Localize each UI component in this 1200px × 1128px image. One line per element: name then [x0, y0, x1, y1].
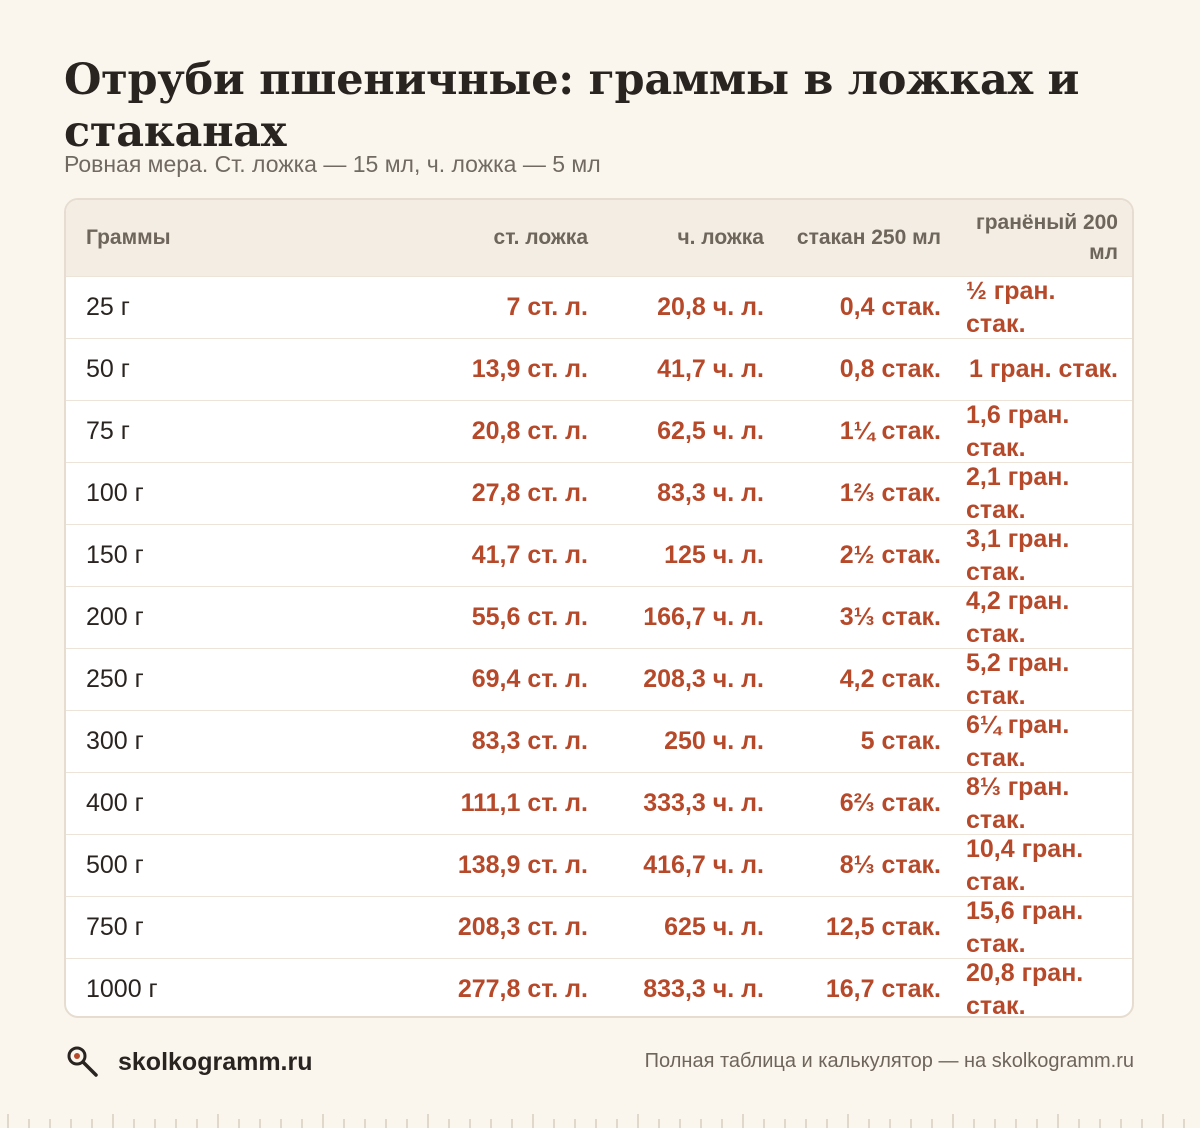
- table-row: 500 г 138,9 ст. л. 416,7 ч. л. 8⅓ стак. 10,4…: [66, 834, 1132, 896]
- cell-faceted-200: 15,6 гран. стак.: [966, 896, 1084, 958]
- cell-grams: 500 г: [86, 851, 144, 879]
- cell-tablespoon: 27,8 ст. л.: [471, 479, 588, 507]
- cell-glass-250: 12,5 стак.: [825, 913, 941, 941]
- cell-teaspoon: 250 ч. л.: [664, 727, 764, 755]
- cell-glass-250: 0,4 стак.: [839, 293, 941, 321]
- cell-tablespoon: 83,3 ст. л.: [471, 727, 588, 755]
- table-row: 50 г 13,9 ст. л. 41,7 ч. л. 0,8 стак. 1 гран…: [66, 338, 1132, 400]
- cell-tablespoon: 208,3 ст. л.: [457, 913, 588, 941]
- cell-glass-250: 16,7 стак.: [825, 975, 941, 1003]
- cell-grams: 750 г: [86, 913, 144, 941]
- header-cell-tablespoon: ст. ложка: [493, 226, 588, 249]
- table-row: 25 г 7 ст. л. 20,8 ч. л. 0,4 стак. ½ гран. с…: [66, 276, 1132, 338]
- cell-teaspoon: 41,7 ч. л.: [657, 355, 764, 383]
- cell-glass-250: 2½ стак.: [839, 541, 941, 569]
- cell-faceted-200: 8⅓ гран. стак.: [966, 772, 1070, 834]
- cell-teaspoon: 625 ч. л.: [664, 913, 764, 941]
- cell-grams: 250 г: [86, 665, 144, 693]
- table-header: Граммы ст. ложка ч. ложка стакан 250 мл …: [66, 200, 1132, 276]
- cell-tablespoon: 55,6 ст. л.: [471, 603, 588, 631]
- table-row: 1000 г 277,8 ст. л. 833,3 ч. л. 16,7 стак. 2…: [66, 958, 1132, 1018]
- cell-teaspoon: 20,8 ч. л.: [657, 293, 764, 321]
- cell-grams: 1000 г: [86, 975, 158, 1003]
- page-title: Отруби пшеничные: граммы в ложках и стак…: [64, 55, 1080, 157]
- cell-faceted-200: 1,6 гран. стак.: [966, 400, 1070, 462]
- site-logo[interactable]: skolkogramm.ru: [64, 1044, 313, 1080]
- cell-grams: 100 г: [86, 479, 144, 507]
- table-row: 300 г 83,3 ст. л. 250 ч. л. 5 стак. 6¼ гран.…: [66, 710, 1132, 772]
- conversion-table: Граммы ст. ложка ч. ложка стакан 250 мл …: [64, 198, 1134, 1018]
- cell-tablespoon: 69,4 ст. л.: [471, 665, 588, 693]
- table-row: 400 г 111,1 ст. л. 333,3 ч. л. 6⅔ стак. 8⅓ г…: [66, 772, 1132, 834]
- cell-faceted-200: 3,1 гран. стак.: [966, 524, 1070, 586]
- cell-grams: 400 г: [86, 789, 144, 817]
- cell-tablespoon: 138,9 ст. л.: [457, 851, 588, 879]
- cell-glass-250: 0,8 стак.: [839, 355, 941, 383]
- cell-glass-250: 6⅔ стак.: [839, 789, 941, 817]
- cell-faceted-200: 4,2 гран. стак.: [966, 586, 1070, 648]
- cell-faceted-200: 1 гран. стак.: [969, 355, 1118, 383]
- table-row: 250 г 69,4 ст. л. 208,3 ч. л. 4,2 стак. 5,2 …: [66, 648, 1132, 710]
- cell-glass-250: 4,2 стак.: [839, 665, 941, 693]
- cell-glass-250: 5 стак.: [860, 727, 941, 755]
- header-cell-teaspoon: ч. ложка: [677, 226, 764, 249]
- cell-teaspoon: 83,3 ч. л.: [657, 479, 764, 507]
- cell-teaspoon: 125 ч. л.: [664, 541, 764, 569]
- cell-teaspoon: 166,7 ч. л.: [643, 603, 764, 631]
- cell-glass-250: 1⅔ стак.: [839, 479, 941, 507]
- table-row: 75 г 20,8 ст. л. 62,5 ч. л. 1¼ стак. 1,6 гра…: [66, 400, 1132, 462]
- cell-teaspoon: 833,3 ч. л.: [643, 975, 764, 1003]
- cell-tablespoon: 111,1 ст. л.: [460, 789, 588, 817]
- cell-grams: 300 г: [86, 727, 144, 755]
- cell-grams: 75 г: [86, 417, 130, 445]
- cell-teaspoon: 416,7 ч. л.: [643, 851, 764, 879]
- page-subtitle: Ровная мера. Ст. ложка — 15 мл, ч. ложка…: [64, 151, 601, 177]
- cell-grams: 25 г: [86, 293, 130, 321]
- header-cell-faceted-200: гранёный 200 мл: [975, 211, 1118, 264]
- cell-teaspoon: 208,3 ч. л.: [643, 665, 764, 693]
- cell-faceted-200: 6¼ гран. стак.: [966, 710, 1070, 772]
- cell-glass-250: 8⅓ стак.: [839, 851, 941, 879]
- cell-grams: 150 г: [86, 541, 144, 569]
- cell-tablespoon: 20,8 ст. л.: [471, 417, 588, 445]
- ruler-decoration: [7, 1114, 1185, 1128]
- table-row: 750 г 208,3 ст. л. 625 ч. л. 12,5 стак. 15,6…: [66, 896, 1132, 958]
- header-cell-glass-250: стакан 250 мл: [796, 226, 941, 249]
- cell-tablespoon: 277,8 ст. л.: [457, 975, 588, 1003]
- cell-faceted-200: 2,1 гран. стак.: [966, 462, 1070, 524]
- magnifier-spoon-icon: [67, 1046, 98, 1077]
- cell-faceted-200: 10,4 гран. стак.: [966, 834, 1084, 896]
- header-cell-grams: Граммы: [86, 226, 171, 249]
- cell-tablespoon: 13,9 ст. л.: [471, 355, 588, 383]
- cell-tablespoon: 41,7 ст. л.: [471, 541, 588, 569]
- cell-tablespoon: 7 ст. л.: [506, 293, 588, 321]
- cell-teaspoon: 62,5 ч. л.: [657, 417, 764, 445]
- cell-grams: 200 г: [86, 603, 144, 631]
- cell-grams: 50 г: [86, 355, 130, 383]
- logo-text: skolkogramm.ru: [118, 1047, 313, 1076]
- table-row: 200 г 55,6 ст. л. 166,7 ч. л. 3⅓ стак. 4,2 г…: [66, 586, 1132, 648]
- cell-teaspoon: 333,3 ч. л.: [643, 789, 764, 817]
- cell-faceted-200: ½ гран. стак.: [966, 276, 1056, 338]
- cell-faceted-200: 20,8 гран. стак.: [966, 958, 1084, 1018]
- footer-note: Полная таблица и калькулятор — на skolko…: [644, 1050, 1134, 1072]
- table-row: 150 г 41,7 ст. л. 125 ч. л. 2½ стак. 3,1 гра…: [66, 524, 1132, 586]
- cell-glass-250: 1¼ стак.: [839, 417, 941, 445]
- cell-glass-250: 3⅓ стак.: [839, 603, 941, 631]
- cell-faceted-200: 5,2 гран. стак.: [966, 648, 1070, 710]
- table-row: 100 г 27,8 ст. л. 83,3 ч. л. 1⅔ стак. 2,1 гр…: [66, 462, 1132, 524]
